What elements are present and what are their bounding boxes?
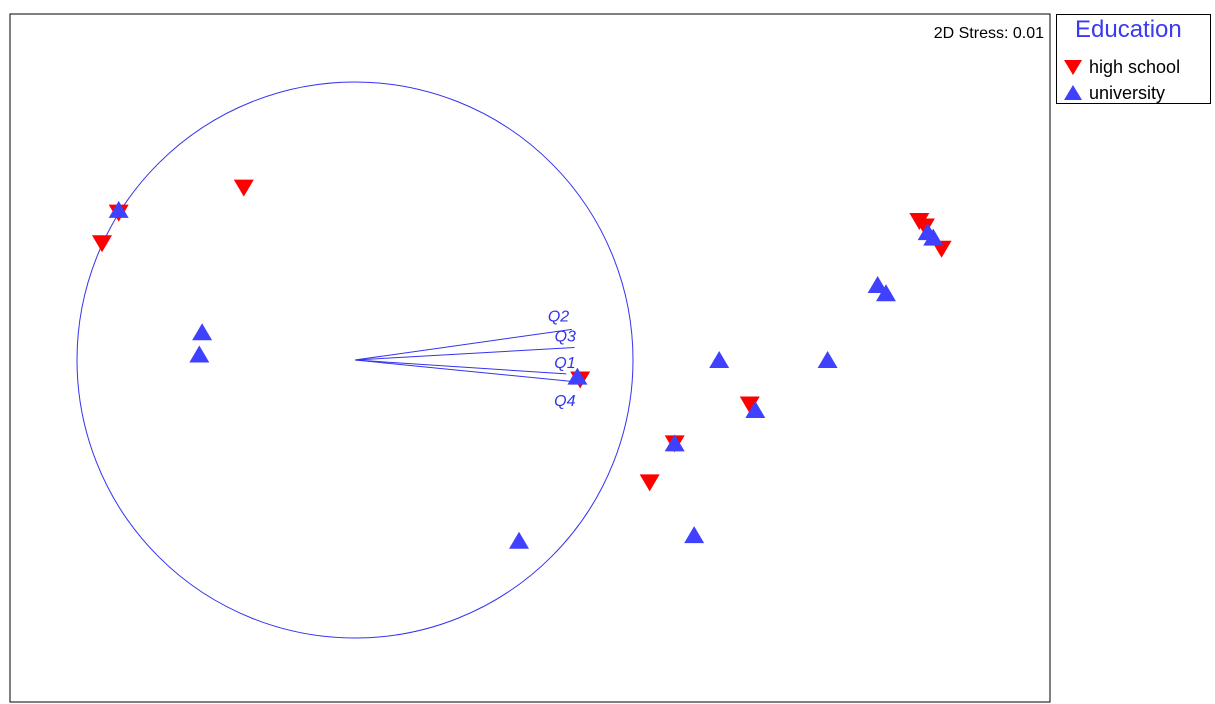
university-point: [108, 200, 129, 218]
legend: Education high school university: [1056, 14, 1211, 104]
vector-q2: [354, 328, 572, 361]
triangle-up-icon: [1064, 85, 1082, 100]
university-point: [709, 351, 730, 368]
vector-q3: [354, 346, 575, 361]
vector-label-q1: Q1: [554, 355, 575, 372]
high-school-point: [233, 179, 254, 197]
legend-label-high-school: high school: [1089, 56, 1181, 77]
correlation-circle-layer: [76, 81, 634, 639]
university-point: [664, 434, 685, 452]
high-school-point: [914, 218, 935, 236]
university-point: [684, 526, 705, 544]
vector-q4: [354, 359, 581, 383]
correlation-circle: [76, 81, 634, 639]
university-point: [875, 284, 896, 302]
high-school-point: [639, 474, 660, 492]
triangle-down-icon: [1064, 60, 1082, 75]
plot-frame: [9, 13, 1051, 703]
vector-label-q2: Q2: [548, 308, 569, 325]
university-point: [567, 367, 588, 385]
vector-label-q3: Q3: [555, 328, 576, 345]
high-school-point: [92, 235, 113, 253]
university-point: [923, 228, 944, 246]
vector-layer: Q2 Q3 Q1 Q4: [354, 308, 581, 410]
university-point: [867, 275, 888, 293]
stress-label: 2D Stress: 0.01: [934, 25, 1044, 42]
university-point: [189, 345, 210, 363]
point-layer: [92, 179, 952, 549]
university-point: [817, 351, 838, 368]
university-point: [509, 531, 530, 549]
legend-item-high-school: high school: [1063, 55, 1180, 79]
vector-label-q4: Q4: [554, 393, 575, 410]
legend-label-university: university: [1089, 82, 1166, 103]
university-point: [745, 401, 766, 419]
high-school-point: [739, 396, 760, 414]
university-point: [192, 323, 213, 341]
legend-item-university: university: [1063, 81, 1165, 105]
vector-q1: [354, 359, 567, 375]
legend-title: Education: [1075, 16, 1182, 43]
